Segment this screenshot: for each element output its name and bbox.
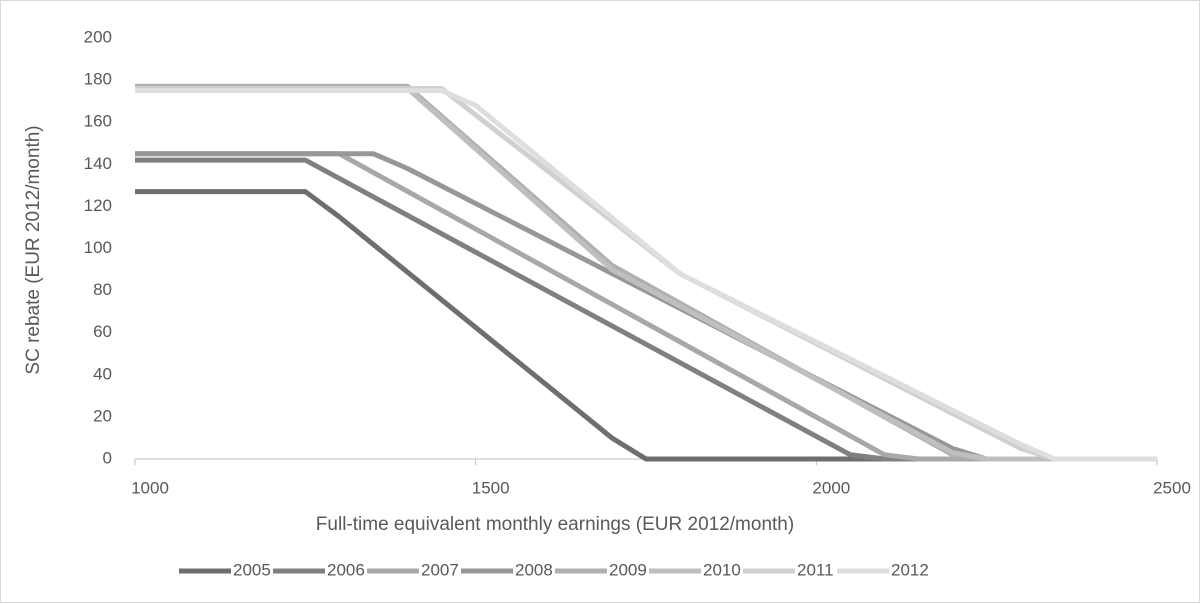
y-tick-label: 200 <box>84 27 112 46</box>
y-tick-label: 80 <box>93 280 112 299</box>
y-tick-label: 40 <box>93 364 112 383</box>
y-axis-title: SC rebate (EUR 2012/month) <box>23 125 44 374</box>
x-axis-title: Full-time equivalent monthly earnings (E… <box>316 514 794 535</box>
y-tick-label: 0 <box>103 448 112 467</box>
y-tick-label: 160 <box>84 112 112 131</box>
y-tick-label: 20 <box>93 406 112 425</box>
series-line <box>135 88 1157 462</box>
legend-label: 2012 <box>891 560 929 579</box>
legend-label: 2011 <box>797 560 834 579</box>
legend-label: 2010 <box>703 560 741 579</box>
y-tick-label: 100 <box>84 238 112 257</box>
x-tick-label: 2500 <box>1153 478 1191 497</box>
y-tick-label: 180 <box>84 70 112 89</box>
x-tick-label: 1000 <box>131 478 169 497</box>
legend-label: 2005 <box>233 560 271 579</box>
legend-label: 2009 <box>609 560 647 579</box>
legend-label: 2008 <box>515 560 553 579</box>
y-tick-label: 140 <box>84 154 112 173</box>
y-tick-label: 120 <box>84 196 112 215</box>
legend-label: 2007 <box>421 560 459 579</box>
x-tick-label: 2000 <box>812 478 850 497</box>
legend-label: 2006 <box>327 560 365 579</box>
series-line <box>135 189 1157 462</box>
y-tick-label: 60 <box>93 322 112 341</box>
x-tick-label: 1500 <box>472 478 510 497</box>
